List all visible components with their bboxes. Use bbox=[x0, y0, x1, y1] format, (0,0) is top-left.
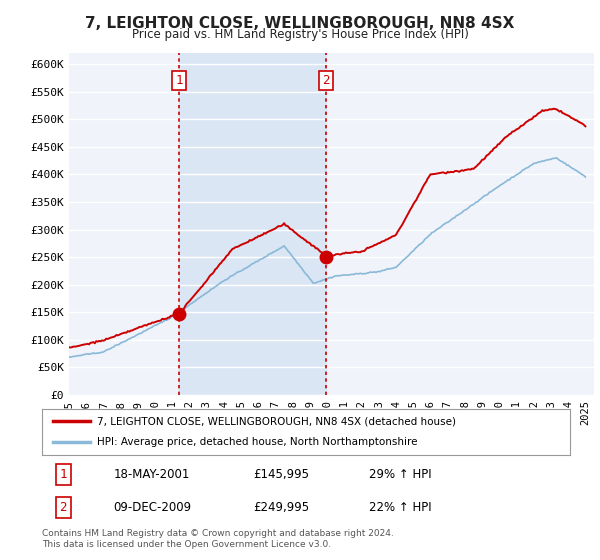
Text: 2: 2 bbox=[322, 74, 330, 87]
Text: Contains HM Land Registry data © Crown copyright and database right 2024.
This d: Contains HM Land Registry data © Crown c… bbox=[42, 529, 394, 549]
Text: 09-DEC-2009: 09-DEC-2009 bbox=[113, 501, 191, 514]
Text: 1: 1 bbox=[175, 74, 182, 87]
Text: HPI: Average price, detached house, North Northamptonshire: HPI: Average price, detached house, Nort… bbox=[97, 437, 418, 447]
Text: 29% ↑ HPI: 29% ↑ HPI bbox=[370, 468, 432, 481]
Text: Price paid vs. HM Land Registry's House Price Index (HPI): Price paid vs. HM Land Registry's House … bbox=[131, 28, 469, 41]
Text: 7, LEIGHTON CLOSE, WELLINGBOROUGH, NN8 4SX: 7, LEIGHTON CLOSE, WELLINGBOROUGH, NN8 4… bbox=[85, 16, 515, 31]
Text: 1: 1 bbox=[59, 468, 67, 481]
Text: 22% ↑ HPI: 22% ↑ HPI bbox=[370, 501, 432, 514]
Text: 7, LEIGHTON CLOSE, WELLINGBOROUGH, NN8 4SX (detached house): 7, LEIGHTON CLOSE, WELLINGBOROUGH, NN8 4… bbox=[97, 416, 457, 426]
Bar bbox=[179, 53, 326, 395]
Text: 2: 2 bbox=[59, 501, 67, 514]
Text: £145,995: £145,995 bbox=[253, 468, 309, 481]
Text: £249,995: £249,995 bbox=[253, 501, 310, 514]
Text: 18-MAY-2001: 18-MAY-2001 bbox=[113, 468, 190, 481]
